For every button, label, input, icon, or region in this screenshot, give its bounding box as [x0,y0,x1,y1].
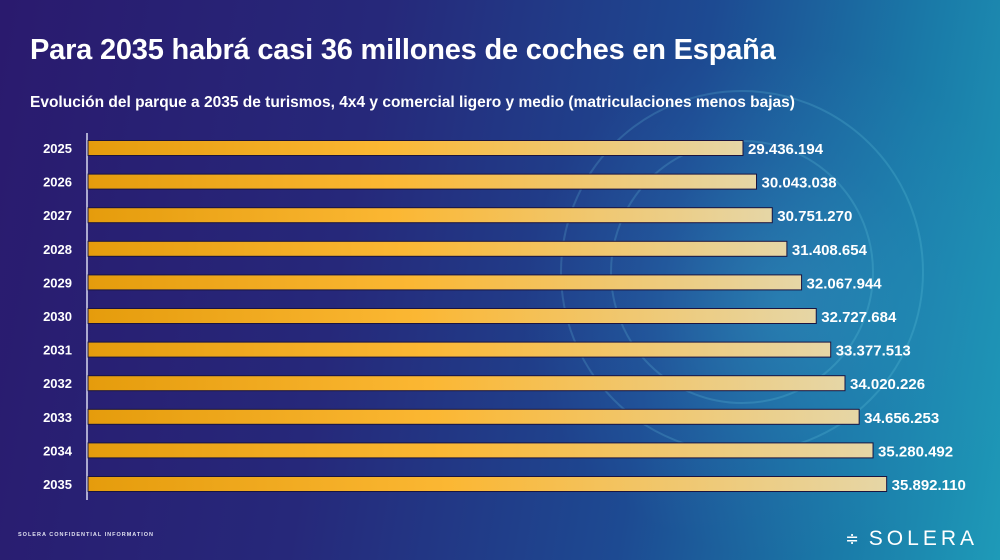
bar [87,140,744,156]
data-label: 34.656.253 [864,410,939,427]
bar [87,240,788,257]
category-label: 2028 [43,242,72,257]
data-label: 35.280.492 [878,443,953,460]
chart-subtitle: Evolución del parque a 2035 de turismos,… [30,94,795,111]
category-label: 2026 [43,175,72,190]
data-label: 32.067.944 [807,275,883,292]
category-label: 2032 [43,376,72,391]
chart-title: Para 2035 habrá casi 36 millones de coch… [30,34,776,66]
category-label: 2025 [43,141,72,156]
data-label: 31.408.654 [792,242,868,259]
category-label: 2027 [43,208,72,223]
bar [87,274,803,291]
category-label: 2033 [43,410,72,425]
data-label: 30.751.270 [777,208,852,225]
data-label: 35.892.110 [892,477,966,494]
bar [87,207,773,224]
category-label: 2031 [43,343,72,358]
solera-logo: ≑ SOLERA [845,527,978,550]
bar [87,408,860,425]
data-label: 32.727.684 [821,309,897,326]
solera-logo-icon: ≑ [845,531,863,548]
category-label: 2034 [43,443,73,458]
data-label: 29.436.194 [748,141,824,158]
category-label: 2030 [43,309,72,324]
bar [87,476,888,492]
bar [87,442,874,459]
confidential-footer: SOLERA CONFIDENTIAL INFORMATION [18,532,155,538]
category-label: 2035 [43,477,72,492]
bar [87,375,846,392]
category-label: 2029 [43,275,72,290]
data-label: 34.020.226 [850,376,925,393]
bar [87,173,758,190]
data-label: 30.043.038 [762,175,837,192]
bar [87,341,832,358]
data-label: 33.377.513 [836,343,911,360]
bar [87,308,817,324]
